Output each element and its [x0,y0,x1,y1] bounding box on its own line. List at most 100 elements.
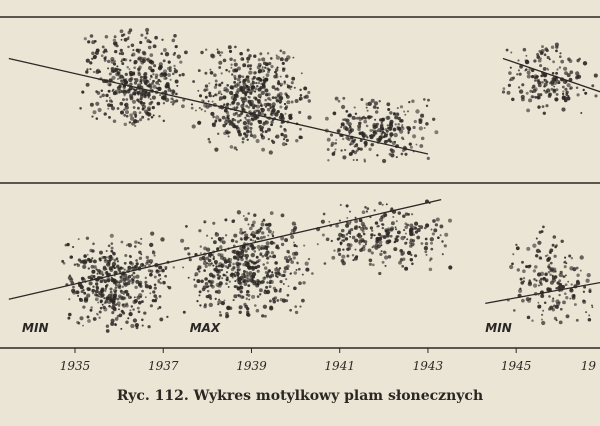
sunspot-point [266,93,269,96]
sunspot-point [234,45,237,49]
sunspot-point [142,77,147,82]
sunspot-point [131,279,135,283]
sunspot-point [93,71,95,73]
sunspot-point [570,257,574,260]
sunspot-point [279,75,282,78]
sunspot-point [246,247,250,251]
sunspot-point [362,115,366,119]
sunspot-point [132,271,136,275]
sunspot-point [153,275,157,279]
sunspot-point [160,95,166,100]
sunspot-point [112,88,115,92]
sunspot-point [209,280,213,285]
sunspot-point [220,72,223,75]
sunspot-point [404,225,408,230]
sunspot-point [149,78,152,80]
sunspot-point [572,294,576,297]
sunspot-point [224,218,228,222]
sunspot-point [389,148,393,152]
sunspot-point [289,88,292,91]
sunspot-point [89,61,93,65]
sunspot-point [379,217,384,222]
sunspot-point [227,135,230,138]
sunspot-point [505,48,509,52]
sunspot-point [110,242,114,245]
sunspot-point [201,255,206,261]
sunspot-point [107,59,111,64]
sunspot-point [251,278,254,281]
sunspot-point [291,76,296,81]
sunspot-point [166,315,169,319]
sunspot-point [266,102,270,107]
sunspot-point [302,281,306,285]
sunspot-point [262,78,267,83]
sunspot-point [360,220,363,223]
sunspot-point [233,84,236,88]
sunspot-point [558,279,562,283]
sunspot-point [543,85,546,88]
sunspot-point [130,305,134,308]
sunspot-point [147,96,150,99]
sunspot-point [113,60,117,63]
sunspot-point [137,241,140,244]
sunspot-point [512,253,515,256]
sunspot-point [105,329,110,333]
sunspot-point [337,249,340,252]
sunspot-point [94,50,99,55]
sunspot-point [252,86,255,89]
sunspot-point [101,93,105,98]
sunspot-point [240,57,245,61]
sunspot-point [507,83,512,88]
sunspot-point [149,273,153,276]
sunspot-point [552,60,556,64]
sunspot-point [383,255,389,260]
sunspot-point [364,227,368,230]
sunspot-point [200,108,203,111]
sunspot-point [299,305,302,308]
sunspot-point [153,283,157,286]
sunspot-point [241,137,245,141]
sunspot-point [286,55,291,60]
sunspot-point [400,252,404,257]
sunspot-point [104,289,107,292]
sunspot-point [235,106,239,109]
sunspot-point [566,73,571,78]
sunspot-point [213,240,217,245]
sunspot-point [400,257,403,260]
sunspot-point [218,83,222,87]
sunspot-point [141,50,146,55]
sunspot-point [547,257,550,261]
sunspot-point [232,249,237,254]
sunspot-point [182,266,185,269]
sunspot-point [242,215,245,217]
sunspot-point [154,299,157,301]
sunspot-point [211,284,215,289]
sunspot-point [246,277,251,283]
sunspot-point [95,285,99,289]
sunspot-point [136,98,140,102]
sunspot-point [204,110,207,113]
sunspot-point [150,231,155,236]
sunspot-point [274,87,278,91]
sunspot-point [303,244,306,247]
sunspot-point [270,113,274,117]
sunspot-point [568,254,572,258]
sunspot-point [261,66,264,69]
sunspot-point [364,206,367,209]
sunspot-point [360,235,363,237]
sunspot-point [374,243,379,247]
sunspot-point [255,104,261,109]
sunspot-point [252,114,255,118]
sunspot-point [354,112,358,115]
sunspot-point [251,80,254,83]
sunspot-point [367,248,372,253]
sunspot-point [147,45,152,50]
sunspot-point [138,256,143,260]
sunspot-point [395,112,400,117]
sunspot-point [266,108,271,112]
sunspot-point [444,232,449,237]
sunspot-point [89,68,92,71]
sunspot-point [136,106,140,110]
